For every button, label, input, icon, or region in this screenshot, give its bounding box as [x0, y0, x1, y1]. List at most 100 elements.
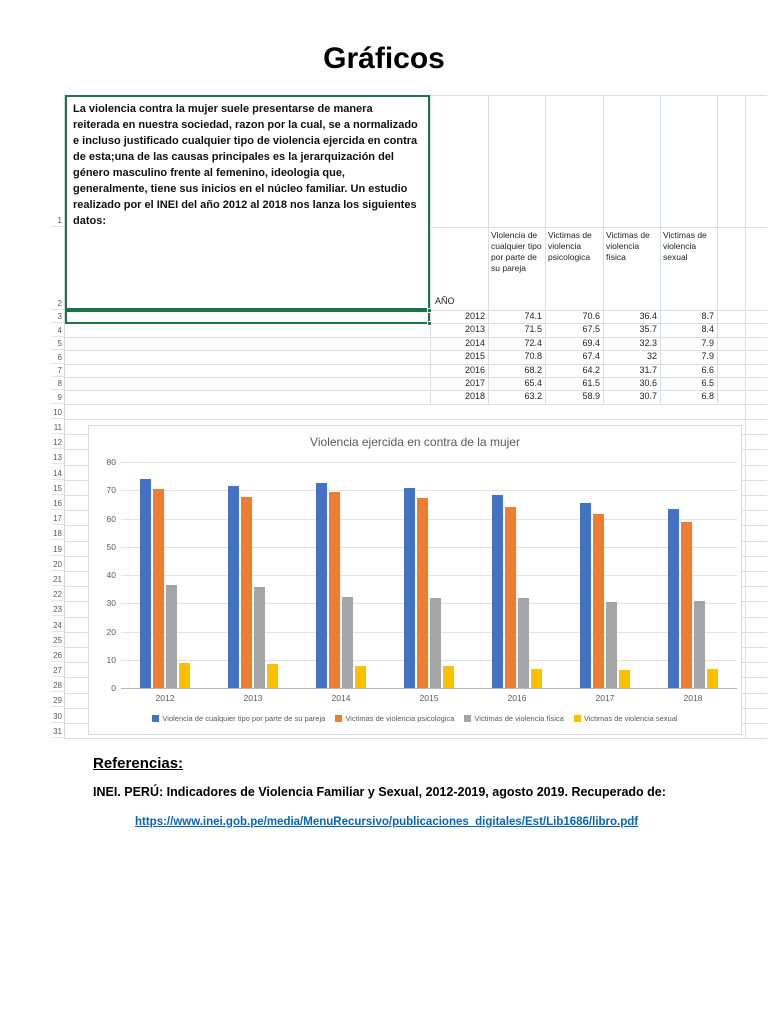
- x-axis-label: 2015: [419, 693, 439, 703]
- chart-gridline: [121, 462, 737, 463]
- table-cell-year: 2012: [464, 311, 485, 321]
- sheet-gridline: [430, 227, 767, 228]
- sheet-gridline: [65, 336, 767, 338]
- row-number: 10: [52, 404, 64, 419]
- row-number: 1: [52, 95, 64, 227]
- row-number: 16: [52, 495, 64, 511]
- x-axis-label: 2018: [683, 693, 703, 703]
- chart-gridline: [121, 546, 737, 548]
- legend-label: Victimas de violencia psicologica: [345, 714, 455, 723]
- bar-group-2012: [121, 462, 209, 688]
- chart-gridline: [121, 659, 737, 661]
- page-title: Gráficos: [323, 42, 445, 75]
- sheet-gridline: [717, 95, 718, 404]
- bar-group-2017: [561, 462, 649, 688]
- chart-gridline: [121, 631, 737, 633]
- legend-swatch: [152, 715, 160, 722]
- table-header-year: AÑO: [435, 296, 455, 307]
- chart-gridline: [121, 688, 737, 689]
- table-cell: 58.9: [582, 391, 600, 402]
- bar: [179, 663, 190, 688]
- bar: [329, 491, 340, 688]
- bar: [580, 503, 591, 688]
- row-number: 23: [52, 601, 64, 617]
- sheet-gridline: [65, 419, 767, 420]
- row-number: 27: [52, 662, 64, 678]
- row-number: 15: [52, 480, 64, 495]
- bar: [166, 585, 177, 688]
- references-heading: Referencias:: [93, 755, 184, 772]
- legend-item: Victimas de violencia sexual: [573, 714, 678, 723]
- table-cell: 31.7: [639, 364, 657, 375]
- bar: [316, 483, 327, 688]
- bar-group-2018: [649, 462, 737, 688]
- table-cell-year: 2017: [464, 378, 485, 388]
- table-cell: 6.5: [701, 378, 714, 388]
- row-number: 8: [52, 377, 64, 391]
- row-number: 19: [52, 540, 64, 556]
- reference-link[interactable]: https://www.inei.gob.pe/media/MenuRecurs…: [135, 816, 639, 828]
- table-cell: 69.4: [582, 337, 600, 348]
- row-number: 11: [52, 419, 64, 435]
- table-cell: 7.9: [701, 337, 714, 348]
- sheet-gridline: [65, 350, 767, 352]
- bar-group-2013: [209, 462, 297, 688]
- sheet-gridline: [65, 738, 767, 740]
- bar: [140, 478, 151, 688]
- table-cell: 8.4: [701, 324, 714, 335]
- row-number: 26: [52, 647, 64, 662]
- legend-swatch: [335, 715, 343, 722]
- table-cell: 70.6: [582, 311, 600, 321]
- legend-item: Victimas de violencia psicologica: [335, 714, 454, 723]
- sheet-body: La violencia contra la mujer suele prese…: [65, 95, 767, 740]
- sheet-gridline: [430, 95, 767, 96]
- row-number-gutter: 1 2 3 4 5 6 7 8 9 10 11 12 13 14 15 16 17 18 19 20 21 22 23 24 2…: [52, 95, 65, 739]
- bar-group-2015: [385, 462, 473, 688]
- y-axis-label: 70: [106, 485, 116, 496]
- table-cell: 30.7: [639, 391, 657, 402]
- bar-groups: [121, 462, 737, 688]
- row-number: 29: [52, 692, 64, 708]
- table-cell: 7.9: [701, 351, 714, 362]
- row-number: 17: [52, 510, 64, 526]
- table-cell: 30.6: [639, 378, 657, 388]
- row-number: 4: [52, 323, 64, 337]
- table-cell: 61.5: [582, 378, 600, 388]
- legend-label: Victimas de violencia sexual: [583, 714, 678, 723]
- table-cell: 74.1: [524, 311, 542, 321]
- bar: [228, 486, 239, 688]
- bar: [430, 597, 441, 688]
- table-cell: 32.3: [639, 337, 657, 348]
- table-cell: 70.8: [524, 351, 542, 362]
- table-cell: 35.7: [639, 324, 657, 335]
- sheet-gridline: [488, 95, 489, 404]
- table-cell-year: 2016: [464, 364, 485, 375]
- table-cell: 65.4: [524, 378, 542, 388]
- table-cell: 63.2: [524, 391, 542, 402]
- y-axis-label: 40: [106, 570, 116, 580]
- table-cell-year: 2018: [464, 391, 485, 402]
- bar: [619, 669, 630, 688]
- sheet-gridline: [65, 403, 767, 405]
- x-axis-label: 2014: [331, 693, 351, 703]
- sheet-gridline: [65, 363, 767, 365]
- row-number: 13: [52, 449, 64, 465]
- table-cell: 67.4: [582, 351, 600, 362]
- table-header: Victimas de violencia sexual: [663, 230, 707, 263]
- bar: [492, 495, 503, 688]
- row-number: 9: [52, 390, 64, 404]
- sheet-gridline: [65, 377, 767, 378]
- bar: [404, 488, 415, 688]
- chart-gridline: [121, 603, 737, 605]
- intro-text-cell: La violencia contra la mujer suele prese…: [73, 103, 418, 227]
- chart-legend: Violencia de cualquier tipo por parte de…: [89, 714, 741, 723]
- y-axis-label: 0: [111, 683, 116, 693]
- row-number: 20: [52, 556, 64, 571]
- row-number: 6: [52, 350, 64, 364]
- x-axis-label: 2012: [155, 693, 175, 703]
- y-axis-label: 30: [106, 598, 116, 609]
- row-number: 28: [52, 677, 64, 693]
- y-axis-label: 60: [106, 513, 116, 524]
- row-number: 24: [52, 616, 64, 632]
